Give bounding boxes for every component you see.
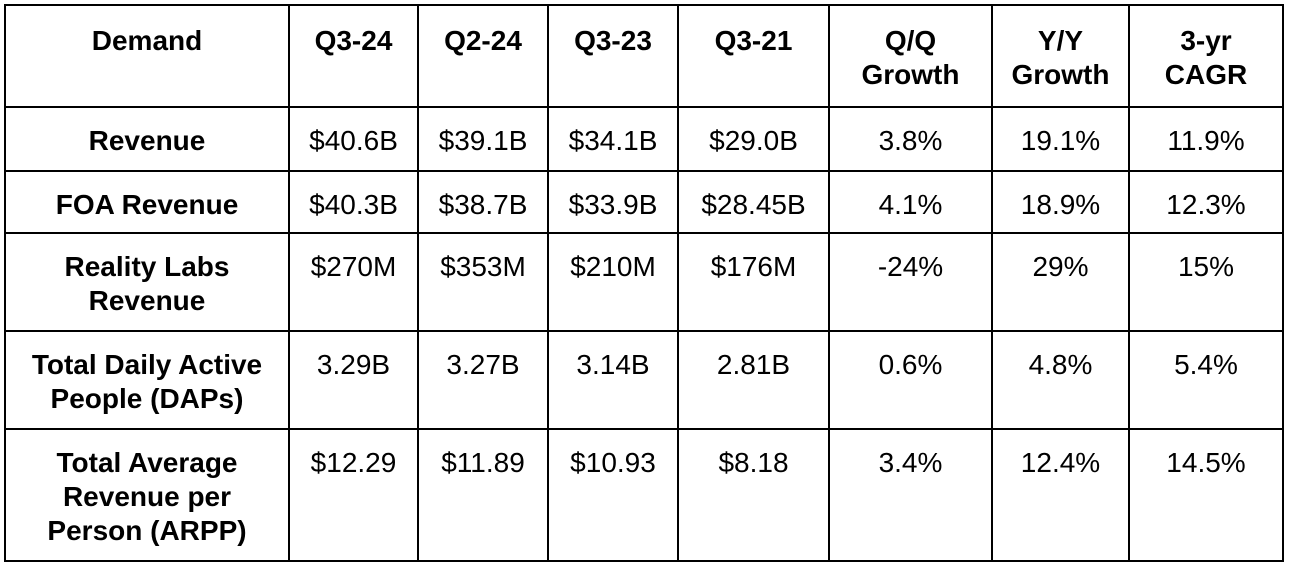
table-row: Revenue $40.6B $39.1B $34.1B $29.0B 3.8%… xyxy=(4,106,1284,172)
table-cell: $39.1B xyxy=(417,106,549,172)
table-cell: $353M xyxy=(417,232,549,332)
table-cell: 3.29B xyxy=(288,330,419,430)
table-cell: $11.89 xyxy=(417,428,549,562)
table-cell: $29.0B xyxy=(677,106,830,172)
table-cell: $210M xyxy=(547,232,679,332)
table-cell: 29% xyxy=(991,232,1130,332)
table-cell: 12.3% xyxy=(1128,170,1284,234)
header-qq-growth: Q/Q Growth xyxy=(828,4,993,108)
header-yy-growth: Y/Y Growth xyxy=(991,4,1130,108)
table-cell: 14.5% xyxy=(1128,428,1284,562)
row-label-reality-labs-revenue: Reality Labs Revenue xyxy=(4,232,290,332)
table-cell: 3.8% xyxy=(828,106,993,172)
table-row: Total Daily Active People (DAPs) 3.29B 3… xyxy=(4,330,1284,430)
row-label-total-arpp: Total Average Revenue per Person (ARPP) xyxy=(4,428,290,562)
table-cell: 2.81B xyxy=(677,330,830,430)
table-cell: 3.27B xyxy=(417,330,549,430)
header-q3-24: Q3-24 xyxy=(288,4,419,108)
table-cell: 3.14B xyxy=(547,330,679,430)
table-cell: $270M xyxy=(288,232,419,332)
table-cell: $38.7B xyxy=(417,170,549,234)
table-cell: $40.3B xyxy=(288,170,419,234)
row-label-foa-revenue: FOA Revenue xyxy=(4,170,290,234)
header-3yr-cagr: 3-yr CAGR xyxy=(1128,4,1284,108)
table-cell: 4.8% xyxy=(991,330,1130,430)
table-cell: -24% xyxy=(828,232,993,332)
row-label-revenue: Revenue xyxy=(4,106,290,172)
table-cell: 15% xyxy=(1128,232,1284,332)
header-q3-23: Q3-23 xyxy=(547,4,679,108)
table-cell: $40.6B xyxy=(288,106,419,172)
demand-metrics-table: Demand Q3-24 Q2-24 Q3-23 Q3-21 Q/Q Growt… xyxy=(4,4,1284,562)
table-cell: 18.9% xyxy=(991,170,1130,234)
table-row: Reality Labs Revenue $270M $353M $210M $… xyxy=(4,232,1284,332)
table-cell: 0.6% xyxy=(828,330,993,430)
header-q2-24: Q2-24 xyxy=(417,4,549,108)
table-cell: $33.9B xyxy=(547,170,679,234)
table-cell: $10.93 xyxy=(547,428,679,562)
table-cell: 5.4% xyxy=(1128,330,1284,430)
table-cell: 12.4% xyxy=(991,428,1130,562)
row-label-total-daps: Total Daily Active People (DAPs) xyxy=(4,330,290,430)
table-cell: $34.1B xyxy=(547,106,679,172)
header-demand: Demand xyxy=(4,4,290,108)
table-cell: 3.4% xyxy=(828,428,993,562)
table-row: Total Average Revenue per Person (ARPP) … xyxy=(4,428,1284,562)
table-cell: $8.18 xyxy=(677,428,830,562)
table-cell: 11.9% xyxy=(1128,106,1284,172)
header-q3-21: Q3-21 xyxy=(677,4,830,108)
table-cell: $176M xyxy=(677,232,830,332)
table-cell: $28.45B xyxy=(677,170,830,234)
table-row: FOA Revenue $40.3B $38.7B $33.9B $28.45B… xyxy=(4,170,1284,234)
table-cell: $12.29 xyxy=(288,428,419,562)
table-cell: 4.1% xyxy=(828,170,993,234)
table-cell: 19.1% xyxy=(991,106,1130,172)
header-row: Demand Q3-24 Q2-24 Q3-23 Q3-21 Q/Q Growt… xyxy=(4,4,1284,108)
